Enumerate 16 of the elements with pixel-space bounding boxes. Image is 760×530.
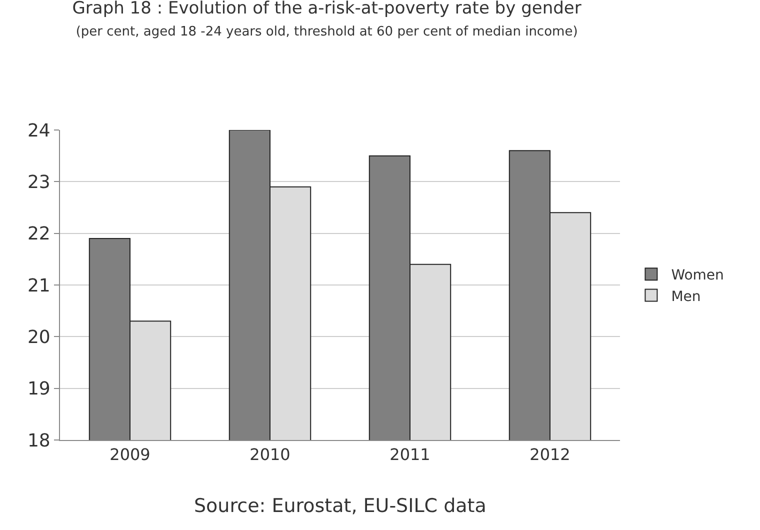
y-tick-label: 19: [27, 378, 50, 400]
y-tick-label: 21: [27, 275, 50, 296]
legend-label: Men: [671, 288, 701, 305]
y-tick-label: 20: [27, 326, 50, 348]
y-tick-label: 18: [27, 430, 50, 452]
x-tick-label: 2011: [390, 445, 430, 464]
chart-title: Graph 18 : Evolution of the a-risk-at-poverty rate by gender: [72, 0, 582, 18]
x-tick-label: 2009: [110, 445, 150, 464]
chart-subtitle: (per cent, aged 18 -24 years old, threshold at 60 per cent of median income): [76, 24, 578, 40]
y-tick-label: 24: [27, 120, 50, 142]
x-tick-label: 2010: [250, 445, 290, 464]
source-note: Source: Eurostat, EU-SILC data: [194, 495, 486, 517]
x-tick-label: 2012: [530, 445, 570, 464]
legend-label: Women: [671, 268, 724, 284]
y-tick-label: 22: [27, 224, 50, 245]
y-tick-label: 23: [27, 172, 50, 193]
